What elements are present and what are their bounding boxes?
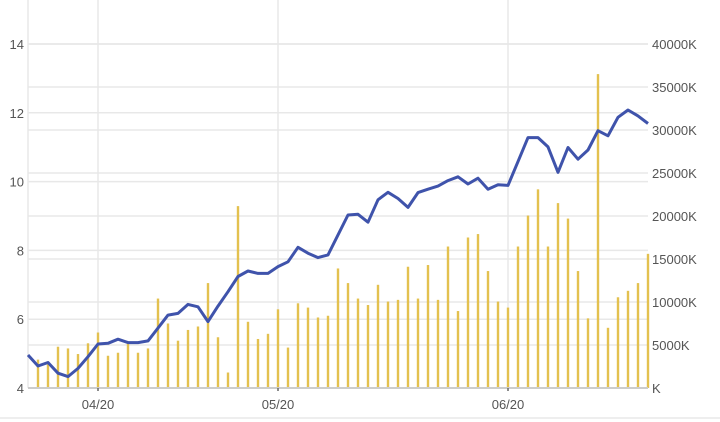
volume-bar	[226, 372, 230, 388]
volume-bar	[96, 332, 100, 388]
volume-bar	[186, 329, 190, 388]
axes: 04/20 05/20 06/20 4 6 8 10 12 14 K 5000K 10000K 1500…	[10, 37, 698, 412]
volume-bar	[216, 337, 220, 388]
volume-bar	[586, 318, 590, 388]
y-left-tick-label: 14	[10, 37, 24, 52]
volume-bar	[526, 215, 530, 388]
volume-bar	[326, 315, 330, 388]
y-left-tick-label: 6	[17, 312, 24, 327]
volume-bar	[256, 338, 260, 388]
volume-bar	[346, 283, 350, 388]
y-right-tick-label: 25000K	[652, 166, 697, 181]
volume-bar	[536, 189, 540, 388]
volume-bar	[126, 343, 130, 388]
y-right-tick-label: 15000K	[652, 252, 697, 267]
y-right-tick-label: 5000K	[652, 338, 690, 353]
volume-bar	[646, 253, 650, 388]
volume-bar	[456, 311, 460, 388]
volume-bar	[416, 298, 420, 388]
volume-bar	[466, 237, 470, 388]
volume-bar	[176, 340, 180, 388]
volume-bar	[106, 355, 110, 388]
volume-bar	[196, 326, 200, 388]
volume-bars	[36, 74, 650, 388]
x-tick-label: 04/20	[82, 397, 115, 412]
x-tick-label: 06/20	[492, 397, 525, 412]
volume-bar	[426, 265, 430, 388]
volume-bar	[356, 298, 360, 388]
volume-bar	[376, 284, 380, 388]
y-left-tick-label: 10	[10, 175, 24, 190]
volume-bar	[486, 271, 490, 388]
volume-bar	[366, 305, 370, 388]
x-tick-label: 05/20	[262, 397, 295, 412]
volume-bar	[546, 246, 550, 388]
volume-bar	[66, 348, 70, 388]
price-line	[26, 108, 649, 379]
y-left-tick-label: 12	[10, 106, 24, 121]
volume-bar	[136, 352, 140, 388]
volume-bar	[386, 301, 390, 388]
y-right-tick-label: 40000K	[652, 37, 697, 52]
volume-bar	[396, 299, 400, 388]
volume-bar	[116, 352, 120, 388]
volume-bar	[276, 309, 280, 388]
volume-bar	[436, 299, 440, 388]
volume-bar	[316, 317, 320, 388]
volume-bar	[146, 348, 150, 388]
volume-bar	[636, 283, 640, 388]
volume-bar	[286, 347, 290, 388]
volume-bar	[566, 218, 570, 388]
y-right-tick-label: 10000K	[652, 295, 697, 310]
volume-bar	[496, 301, 500, 388]
volume-bar	[616, 297, 620, 388]
price-line-series	[26, 108, 649, 379]
volume-bar	[576, 271, 580, 388]
volume-bar	[86, 343, 90, 388]
volume-bar	[206, 283, 210, 388]
volume-bar	[56, 346, 60, 388]
y-right-tick-label: 35000K	[652, 80, 697, 95]
volume-bar	[246, 321, 250, 388]
volume-bar	[296, 303, 300, 388]
volume-bar	[596, 74, 600, 388]
volume-bar	[336, 268, 340, 388]
volume-bar	[306, 307, 310, 388]
volume-bar	[406, 266, 410, 388]
volume-bar	[76, 354, 80, 388]
y-right-tick-label: 30000K	[652, 123, 697, 138]
volume-bar	[166, 323, 170, 388]
y-right-tick-label: 20000K	[652, 209, 697, 224]
volume-bar	[266, 333, 270, 388]
volume-bar	[156, 298, 160, 388]
volume-bar	[476, 234, 480, 388]
volume-bar	[556, 203, 560, 388]
volume-bar	[446, 246, 450, 388]
volume-bar	[36, 359, 40, 388]
volume-bar	[236, 206, 240, 388]
volume-bar	[506, 307, 510, 388]
y-right-tick-label: K	[652, 381, 661, 396]
volume-bar	[46, 362, 50, 388]
volume-bar	[626, 290, 630, 388]
y-left-tick-label: 8	[17, 243, 24, 258]
volume-bar	[516, 246, 520, 388]
y-left-tick-label: 4	[17, 381, 24, 396]
volume-bar	[606, 327, 610, 388]
